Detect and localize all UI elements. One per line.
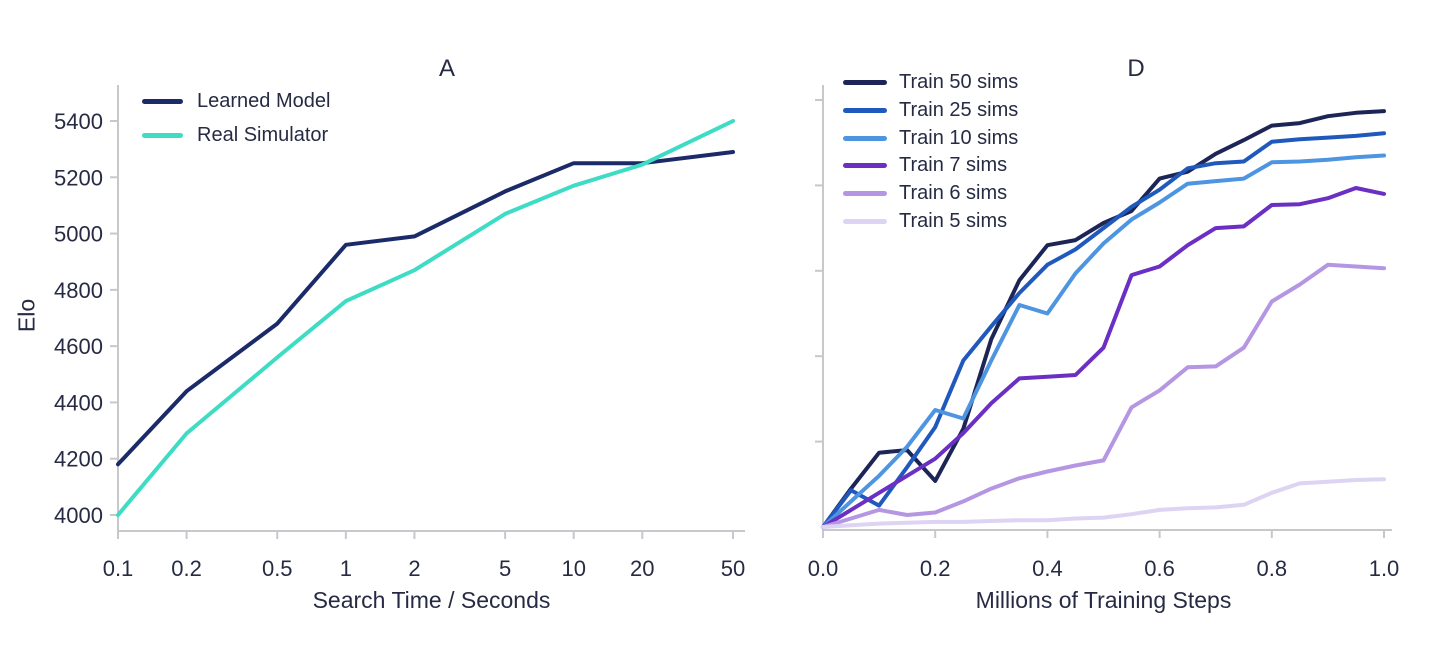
tick-label: 0.0 [808,556,839,581]
tick-label: 0.6 [1144,556,1175,581]
tick-label: 4200 [54,447,103,472]
series-line-real-simulator [116,119,735,517]
train-50-swatch [843,80,887,86]
series-line-train-5-sims [821,477,1386,529]
legend-item-train-7-sims: Train 7 sims [843,152,1018,180]
panel-d-x-ticks: 0.0 0.2 0.4 0.6 0.8 1.0 [808,530,1400,581]
legend-item-train-50-sims: Train 50 sims [843,69,1018,97]
tick-label: 1.0 [1369,556,1400,581]
legend-label: Train 25 sims [899,99,1019,122]
tick-label: 4800 [54,278,103,303]
left-xaxis-label: Search Time / Seconds [312,587,551,613]
tick-label: 5200 [54,165,103,190]
panel-d-plot: 0.0 0.2 0.4 0.6 0.8 1.0 [808,85,1400,581]
series-line-train-50-sims [821,109,1386,529]
series-line-train-6-sims [821,262,1386,529]
tick-label: 1 [340,556,352,581]
panel-a-y-ticks: 4000 4200 4400 4600 4800 5000 5200 5400 [54,109,118,528]
legend-item-real-simulator: Real Simulator [142,118,330,152]
legend-panel-d: Train 50 sims Train 25 sims Train 10 sim… [843,69,1018,235]
tick-label: 0.1 [103,556,134,581]
tick-label: 4600 [54,334,103,359]
legend-item-train-5-sims: Train 5 sims [843,207,1018,235]
left-yaxis-label: Elo [13,298,40,333]
learned-model-swatch [142,98,183,104]
train-10-swatch [843,135,887,141]
legend-item-train-25-sims: Train 25 sims [843,97,1018,125]
legend-item-train-10-sims: Train 10 sims [843,124,1018,152]
tick-label: 0.8 [1257,556,1288,581]
legend-label: Real Simulator [197,123,329,146]
train-5-swatch [843,218,887,224]
train-25-swatch [843,108,887,114]
legend-label: Train 5 sims [899,209,1008,232]
legend-label: Train 50 sims [899,71,1019,94]
tick-label: 4000 [54,503,103,528]
legend-label: Learned Model [197,89,331,112]
panel-d-title: D [1127,55,1145,82]
right-xaxis-label: Millions of Training Steps [975,587,1232,613]
tick-label: 2 [408,556,420,581]
legend-item-train-6-sims: Train 6 sims [843,180,1018,208]
tick-label: 5 [499,556,511,581]
legend-panel-a: Learned Model Real Simulator [142,84,330,152]
legend-label: Train 7 sims [899,154,1008,177]
tick-label: 4400 [54,390,103,415]
series-line-train-25-sims [821,131,1386,529]
train-7-swatch [843,163,887,169]
tick-label: 0.5 [262,556,293,581]
tick-label: 5000 [54,222,103,247]
real-simulator-swatch [142,132,183,138]
tick-label: 0.2 [920,556,951,581]
tick-label: 20 [630,556,654,581]
legend-label: Train 10 sims [899,126,1019,149]
series-line-learned-model [116,150,735,467]
tick-label: 0.2 [171,556,202,581]
train-6-swatch [843,191,887,197]
legend-label: Train 6 sims [899,182,1008,205]
series-line-train-7-sims [821,186,1386,529]
tick-label: 0.4 [1032,556,1063,581]
tick-label: 5400 [54,109,103,134]
legend-item-learned-model: Learned Model [142,84,330,118]
panel-a-x-ticks: 0.1 0.2 0.5 1 2 5 10 20 50 [103,531,745,581]
panel-d-y-ticks [815,99,823,443]
tick-label: 50 [721,556,745,581]
tick-label: 10 [561,556,585,581]
series-line-train-10-sims [821,153,1386,529]
panel-a-title: A [438,55,455,82]
